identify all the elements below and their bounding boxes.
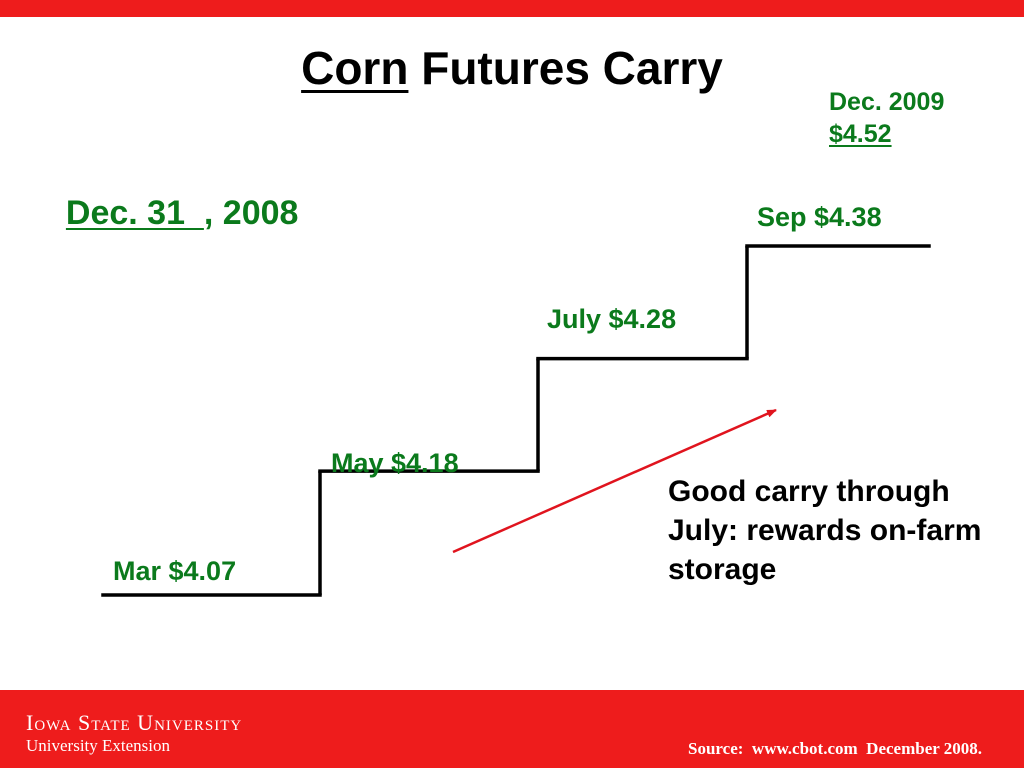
date-underlined: Dec. 31 [65, 194, 204, 232]
top-band [0, 0, 1024, 17]
carry-note: Good carry through July: rewards on-farm… [668, 475, 982, 586]
extension-label: University Extension [26, 736, 171, 755]
label-may: May $4.18 [331, 448, 459, 478]
dec2009-line2: $4.52 [829, 120, 892, 148]
title-underlined: Corn [301, 42, 409, 94]
label-july: July $4.28 [547, 304, 676, 334]
date-label: Dec. 31 , 2008 [47, 153, 299, 233]
dec2009-line1: Dec. 2009 [829, 88, 945, 116]
dec2009-label: Dec. 2009 $4.52 [829, 86, 944, 150]
trend-arrow [452, 408, 777, 554]
university-logo-text: Iowa State University [26, 710, 243, 735]
slide-title: Corn Futures Carry [0, 40, 1024, 96]
label-sep: Sep $4.38 [757, 202, 882, 232]
date-rest: , 2008 [203, 194, 299, 232]
footer-band: Iowa State University University Extensi… [0, 690, 1024, 768]
label-mar: Mar $4.07 [113, 556, 236, 586]
title-rest: Futures Carry [408, 42, 723, 94]
step-chart: Mar $4.07 May $4.18 July $4.28 Sep $4.38 [101, 202, 931, 597]
source-note: Source: www.cbot.com December 2008. [688, 739, 982, 758]
